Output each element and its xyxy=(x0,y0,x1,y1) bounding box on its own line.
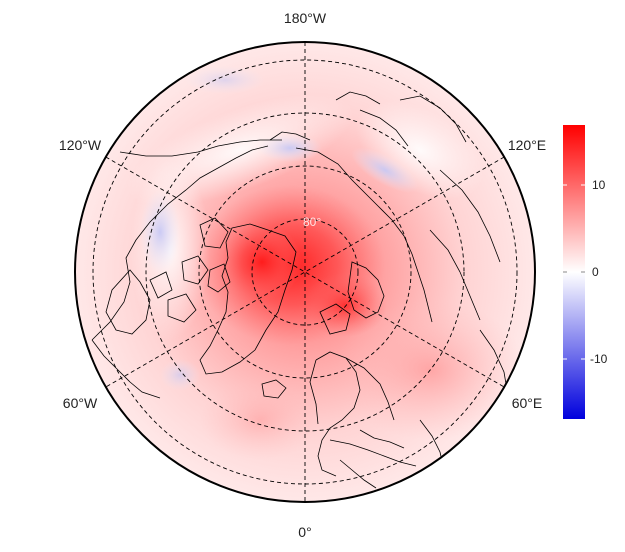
lon-label-0: 0° xyxy=(298,524,311,540)
colorbar-gradient xyxy=(563,125,585,419)
lon-label-120E: 120°E xyxy=(508,137,546,153)
lon-label-60W: 60°W xyxy=(63,395,98,411)
graticule xyxy=(92,42,518,502)
colorbar-tick-10: 10 xyxy=(592,178,606,192)
cool-spot-bering xyxy=(258,134,322,162)
cool-spot-siberia xyxy=(351,147,419,193)
lon-label-180W: 180°W xyxy=(284,10,327,26)
cool-spot-canada xyxy=(140,190,180,274)
map-boundary xyxy=(74,41,536,503)
warm-anomaly-barents xyxy=(303,273,387,337)
colorbar: 10 0 -10 xyxy=(563,125,608,419)
colorbar-tick-minus10: -10 xyxy=(590,352,608,366)
anomaly-field xyxy=(75,42,535,502)
lon-label-60E: 60°E xyxy=(512,395,543,411)
colorbar-tick-0: 0 xyxy=(592,265,599,279)
latitude-label: 80° xyxy=(303,215,321,229)
lon-label-120W: 120°W xyxy=(59,137,102,153)
coastlines xyxy=(91,91,509,489)
